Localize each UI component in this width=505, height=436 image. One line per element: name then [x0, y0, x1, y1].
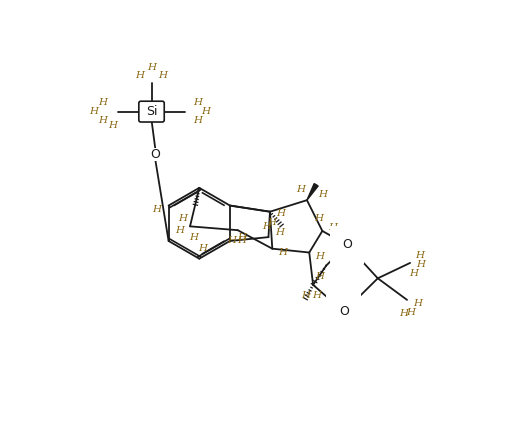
Text: O: O: [338, 305, 348, 318]
Text: H: H: [409, 269, 418, 278]
Text: H: H: [300, 291, 309, 300]
Text: H: H: [174, 226, 183, 235]
Text: H: H: [296, 185, 305, 194]
Text: O: O: [150, 148, 160, 161]
Text: H: H: [416, 260, 425, 269]
Text: H: H: [152, 205, 161, 214]
Text: H: H: [414, 251, 423, 260]
Text: H: H: [315, 252, 324, 261]
Text: H: H: [98, 98, 107, 107]
Text: H: H: [158, 71, 167, 80]
Text: H: H: [197, 244, 207, 253]
Text: H: H: [317, 190, 326, 198]
Text: H: H: [236, 233, 245, 242]
Text: H: H: [328, 223, 337, 232]
Text: H: H: [413, 299, 422, 308]
Text: Si: Si: [145, 105, 157, 118]
Polygon shape: [307, 184, 318, 200]
Text: H: H: [108, 121, 117, 130]
Text: H: H: [147, 63, 156, 72]
Text: H: H: [312, 291, 321, 300]
Text: H: H: [314, 214, 322, 223]
Text: H: H: [200, 107, 210, 116]
Text: H: H: [398, 309, 407, 318]
Text: H: H: [227, 236, 236, 245]
Text: H: H: [267, 218, 275, 227]
Text: H: H: [262, 222, 271, 231]
Text: H: H: [315, 272, 324, 281]
Text: H: H: [277, 248, 286, 257]
Text: H: H: [177, 214, 186, 223]
Text: H: H: [189, 233, 198, 242]
Text: H: H: [89, 107, 98, 116]
Text: H: H: [276, 209, 285, 218]
Text: H: H: [98, 116, 107, 126]
Text: H: H: [406, 308, 415, 317]
FancyBboxPatch shape: [138, 101, 164, 122]
Text: H: H: [274, 228, 283, 237]
Text: H: H: [193, 116, 202, 126]
Text: O: O: [341, 238, 351, 251]
Text: H: H: [237, 236, 245, 245]
Text: H: H: [135, 71, 144, 80]
Text: H: H: [193, 98, 202, 107]
